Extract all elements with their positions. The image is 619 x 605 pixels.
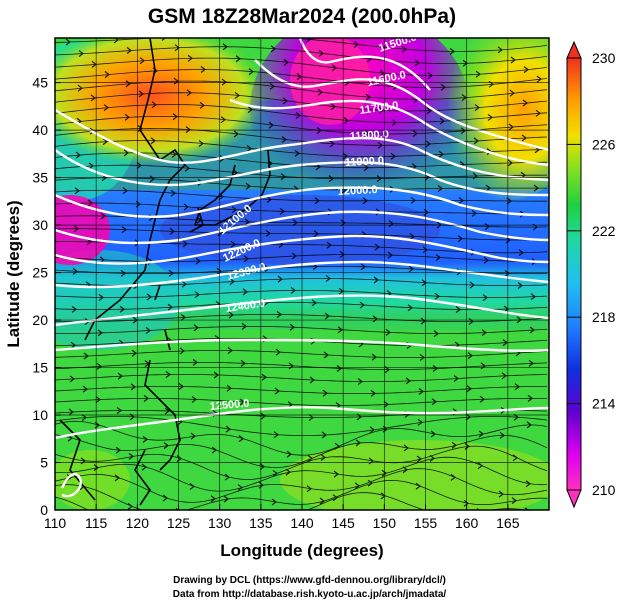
colorbar-tick-label: 214 bbox=[592, 396, 616, 412]
y-tick-label: 45 bbox=[32, 75, 48, 91]
x-tick-label: 160 bbox=[455, 515, 479, 531]
x-tick-label: 135 bbox=[249, 515, 273, 531]
credit-dcl: Drawing by DCL (https://www.gfd-dennou.o… bbox=[173, 575, 446, 586]
x-tick-label: 115 bbox=[85, 515, 108, 531]
x-tick-label: 165 bbox=[496, 515, 520, 531]
contour-label: 11900.0 bbox=[345, 155, 385, 169]
x-tick-label: 125 bbox=[167, 515, 191, 531]
y-tick-label: 5 bbox=[40, 455, 48, 471]
x-tick-label: 120 bbox=[126, 515, 150, 531]
grid-lines bbox=[55, 38, 549, 510]
y-tick-label: 35 bbox=[32, 170, 48, 186]
y-tick-label: 20 bbox=[32, 312, 48, 328]
y-tick-label: 40 bbox=[32, 122, 48, 138]
y-axis-label: Latitude (degrees) bbox=[4, 200, 23, 347]
height-contours bbox=[55, 38, 549, 498]
y-tick-label: 15 bbox=[32, 360, 48, 376]
x-axis-label: Longitude (degrees) bbox=[220, 541, 383, 560]
x-tick-label: 110 bbox=[44, 515, 67, 531]
x-axis: 110 115 120 125 130 135 140 145 150 155 160 165 bbox=[44, 504, 520, 531]
colorbar-tick-label: 210 bbox=[592, 482, 616, 498]
colorbar-tick-label: 222 bbox=[592, 223, 616, 239]
x-tick-label: 150 bbox=[373, 515, 397, 531]
y-axis: 0 5 10 15 20 25 30 35 40 45 bbox=[32, 75, 61, 518]
y-tick-label: 30 bbox=[32, 217, 48, 233]
colorbar-tick-label: 226 bbox=[592, 136, 616, 152]
y-tick-label: 10 bbox=[32, 407, 48, 423]
contour-label: 12000.0 bbox=[338, 184, 378, 198]
contour-label: 11700.0 bbox=[359, 100, 399, 117]
y-tick-label: 0 bbox=[40, 502, 48, 518]
x-tick-label: 130 bbox=[208, 515, 232, 531]
x-tick-label: 140 bbox=[290, 515, 314, 531]
temperature-field: 11500.011600.011700.011800.011900.012000… bbox=[55, 38, 549, 510]
x-tick-label: 155 bbox=[414, 515, 438, 531]
colorbar-tick-label: 218 bbox=[592, 309, 616, 325]
credit-data-source: Data from http://database.rish.kyoto-u.a… bbox=[172, 589, 447, 600]
colorbar: 210 214 218 222 226 230 bbox=[566, 40, 616, 509]
contour-label: 11800.0 bbox=[349, 128, 389, 143]
x-tick-label: 145 bbox=[331, 515, 355, 531]
contour-label: 12400.0 bbox=[225, 298, 266, 315]
map-title: GSM 18Z28Mar2024 (200.0hPa) bbox=[148, 5, 456, 28]
y-tick-label: 25 bbox=[32, 265, 48, 281]
colorbar-tick-label: 230 bbox=[592, 50, 616, 66]
